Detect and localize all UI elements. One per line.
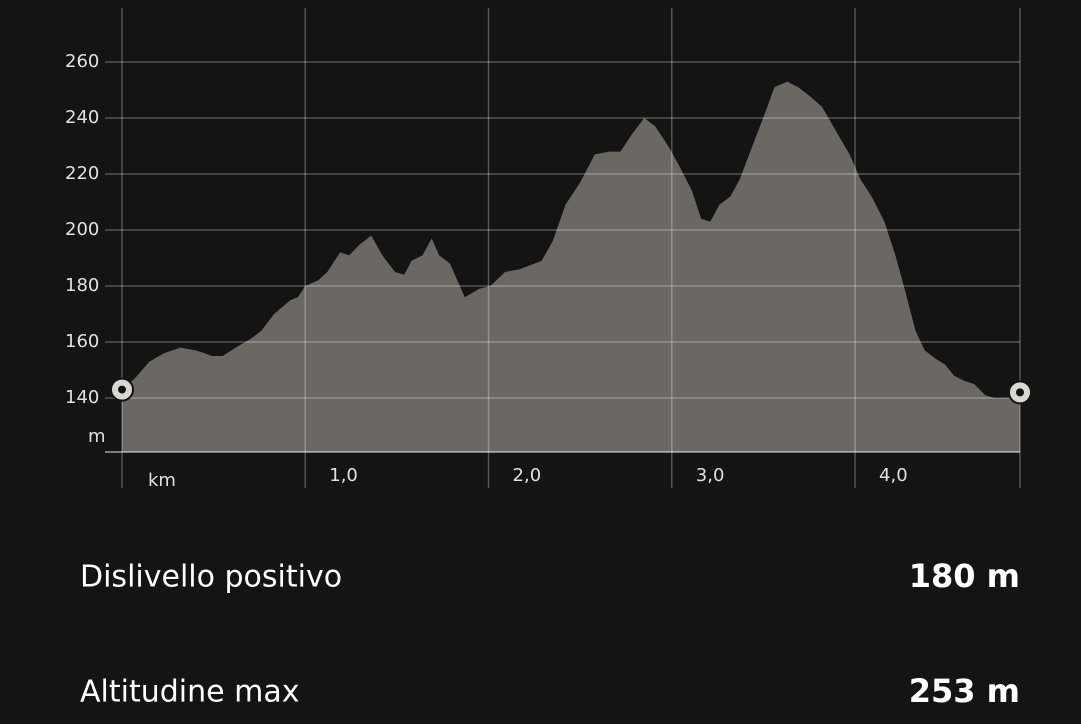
route-marker	[110, 377, 134, 402]
stat-label: Altitudine max	[80, 675, 299, 710]
x-tick-label: 2,0	[513, 465, 542, 486]
x-tick-label: 4,0	[879, 465, 908, 486]
stat-label: Dislivello positivo	[80, 560, 342, 595]
y-tick-label: 160	[65, 331, 99, 352]
elevation-area	[122, 81, 1020, 452]
marker-part	[1016, 388, 1024, 397]
stat-value: 180 m	[909, 557, 1020, 595]
x-tick-label: 1,0	[329, 465, 358, 486]
y-tick-label: 240	[65, 107, 99, 128]
y-axis-label: m	[88, 426, 106, 447]
route-marker	[1008, 380, 1032, 405]
stat-value: 253 m	[909, 672, 1020, 710]
y-tick-label: 140	[65, 387, 99, 408]
x-tick-label: km	[148, 470, 176, 491]
x-tick-label: 3,0	[696, 465, 725, 486]
y-tick-label: 180	[65, 275, 99, 296]
y-tick-label: 260	[65, 51, 99, 72]
y-tick-label: 220	[65, 163, 99, 184]
y-tick-label: 200	[65, 219, 99, 240]
marker-part	[118, 385, 126, 394]
